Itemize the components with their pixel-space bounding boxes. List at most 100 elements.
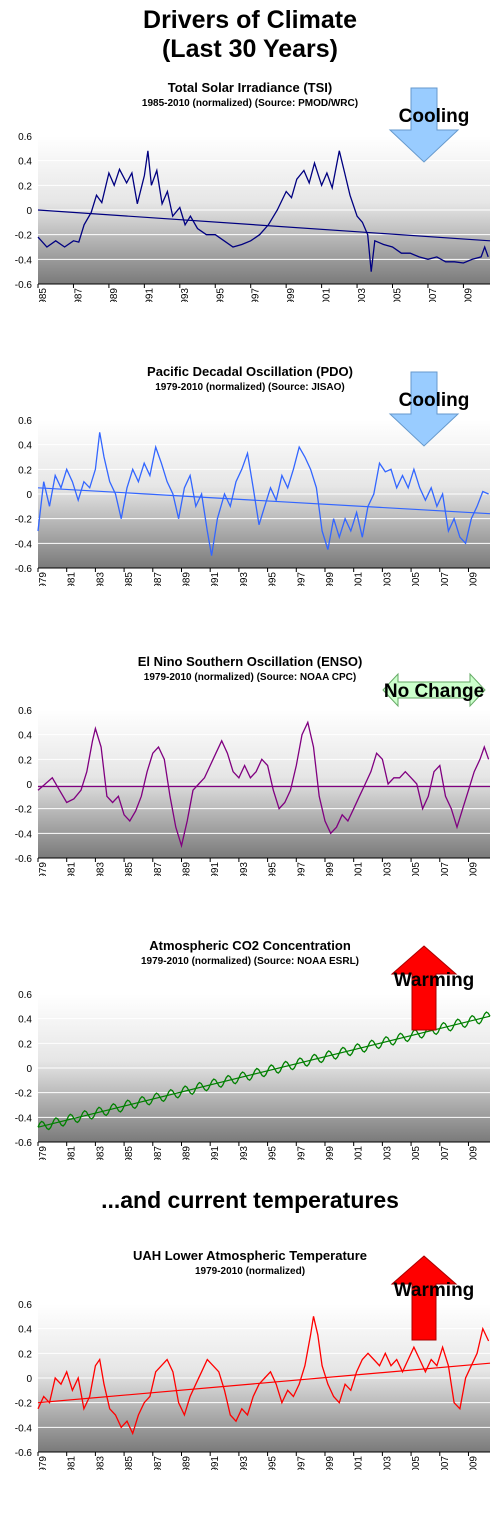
- x-tick-label: 1995: [268, 862, 279, 876]
- x-tick-label: 1991: [210, 572, 221, 586]
- x-tick-label: 1979: [38, 862, 49, 876]
- main-title-line1: Drivers of Climate: [143, 6, 357, 34]
- y-tick-label: -0.2: [15, 1399, 33, 1410]
- x-tick-label: 1989: [181, 572, 192, 586]
- x-tick-label: 1997: [296, 862, 307, 876]
- y-tick-label: -0.6: [15, 1138, 33, 1149]
- chart-subtitle: 1979-2010 (normalized) (Source: NOAA ESR…: [141, 956, 359, 967]
- annotation-label: Warming: [394, 1280, 475, 1301]
- x-tick-label: 2003: [382, 1456, 393, 1470]
- x-tick-label: 1983: [95, 1456, 106, 1470]
- annotation-down-arrow: [388, 87, 460, 163]
- y-tick-label: -0.2: [15, 1089, 33, 1100]
- x-tick-label: 2007: [440, 572, 451, 586]
- x-tick-label: 1985: [124, 862, 135, 876]
- x-tick-label: 2001: [322, 288, 333, 302]
- annotation-both-arrow: [382, 672, 486, 708]
- x-tick-label: 2003: [357, 288, 368, 302]
- annotation-up-arrow: [390, 945, 458, 1031]
- y-tick-label: -0.4: [15, 255, 33, 266]
- annotation-down-arrow: [388, 371, 460, 447]
- x-tick-label: 1987: [153, 862, 164, 876]
- x-tick-label: 2003: [382, 1146, 393, 1160]
- series-line-data: [37, 432, 489, 556]
- series-line-trend: [37, 1362, 491, 1404]
- y-tick-label: -0.4: [15, 539, 33, 550]
- x-tick-label: 1979: [38, 1146, 49, 1160]
- x-tick-label: 1991: [210, 1456, 221, 1470]
- series-line-data: [37, 720, 490, 849]
- y-tick-label: 0.4: [18, 1015, 32, 1026]
- annotation-label: Cooling: [399, 390, 470, 411]
- x-tick-label: 1983: [95, 572, 106, 586]
- x-tick-label: 1997: [251, 288, 262, 302]
- x-tick-label: 1999: [325, 1456, 336, 1470]
- annotation-up-arrow: [390, 1255, 458, 1341]
- x-tick-label: 2007: [440, 1146, 451, 1160]
- x-tick-label: 2005: [393, 288, 404, 302]
- x-tick-label: 1987: [153, 1456, 164, 1470]
- x-tick-label: 2001: [354, 572, 365, 586]
- x-tick-label: 1999: [286, 288, 297, 302]
- x-tick-label: 2007: [440, 862, 451, 876]
- x-tick-label: 1979: [38, 1456, 49, 1470]
- x-tick-label: 1993: [180, 288, 191, 302]
- x-tick-label: 1991: [144, 288, 155, 302]
- y-tick-label: -0.4: [15, 1113, 33, 1124]
- x-tick-label: 2003: [382, 862, 393, 876]
- y-tick-label: -0.4: [15, 1423, 33, 1434]
- x-tick-label: 1989: [181, 1456, 192, 1470]
- y-tick-label: 0: [26, 780, 32, 791]
- y-tick-label: 0.6: [18, 132, 32, 143]
- chart-panel-enso: El Nino Southern Oscillation (ENSO) 1979 -…: [0, 650, 500, 876]
- x-tick-label: 2005: [411, 572, 422, 586]
- y-tick-label: 0.2: [18, 181, 32, 192]
- x-tick-label: 1995: [268, 572, 279, 586]
- chart-enso: El Nino Southern Oscillation (ENSO) 1979 -…: [15, 654, 490, 876]
- chart-title: El Nino Southern Oscillation (ENSO): [138, 654, 363, 669]
- y-tick-label: 0.2: [18, 1039, 32, 1050]
- series-line-trend: [37, 1015, 491, 1128]
- chart-title: Atmospheric CO2 Concentration: [149, 938, 351, 953]
- y-tick-label: 0: [26, 206, 32, 217]
- x-tick-label: 1999: [325, 862, 336, 876]
- x-tick-label: 1995: [215, 288, 226, 302]
- x-tick-label: 1983: [95, 1146, 106, 1160]
- chart-title: UAH Lower Atmospheric Temperature: [133, 1248, 367, 1263]
- x-tick-label: 1987: [73, 288, 84, 302]
- x-tick-label: 1997: [296, 1456, 307, 1470]
- y-tick-label: 0.6: [18, 416, 32, 427]
- y-tick-label: -0.2: [15, 231, 33, 242]
- chart-uah: UAH Lower Atmospheric Temperature 1979-20…: [15, 1248, 491, 1470]
- x-tick-label: 1979: [38, 572, 49, 586]
- x-tick-label: 1985: [38, 288, 49, 302]
- y-tick-label: -0.6: [15, 564, 33, 575]
- y-tick-label: -0.2: [15, 805, 33, 816]
- y-tick-label: 0.4: [18, 731, 32, 742]
- y-tick-label: 0.4: [18, 441, 32, 452]
- x-tick-label: 1981: [67, 1456, 78, 1470]
- x-tick-label: 2005: [411, 1146, 422, 1160]
- x-tick-label: 1995: [268, 1146, 279, 1160]
- x-tick-label: 1993: [239, 1146, 250, 1160]
- x-tick-label: 1999: [325, 572, 336, 586]
- x-tick-label: 1993: [239, 862, 250, 876]
- y-tick-label: 0.6: [18, 706, 32, 717]
- x-tick-label: 1989: [181, 1146, 192, 1160]
- series-line-data: [37, 150, 489, 272]
- y-tick-label: 0.2: [18, 755, 32, 766]
- x-tick-label: 1989: [109, 288, 120, 302]
- chart-title: Total Solar Irradiance (TSI): [168, 80, 332, 95]
- x-tick-label: 1985: [124, 1146, 135, 1160]
- x-tick-label: 1985: [124, 572, 135, 586]
- x-tick-label: 1989: [181, 862, 192, 876]
- y-tick-label: 0.6: [18, 990, 32, 1001]
- chart-panel-co2: Atmospheric CO2 Concentration 1979-2010 (…: [0, 934, 500, 1160]
- x-tick-label: 2003: [382, 572, 393, 586]
- x-tick-label: 2001: [354, 1456, 365, 1470]
- x-tick-label: 2005: [411, 1456, 422, 1470]
- x-tick-label: 1987: [153, 1146, 164, 1160]
- chart-pdo: Pacific Decadal Oscillation (PDO) 1979-20…: [15, 364, 491, 586]
- x-tick-label: 2009: [468, 572, 479, 586]
